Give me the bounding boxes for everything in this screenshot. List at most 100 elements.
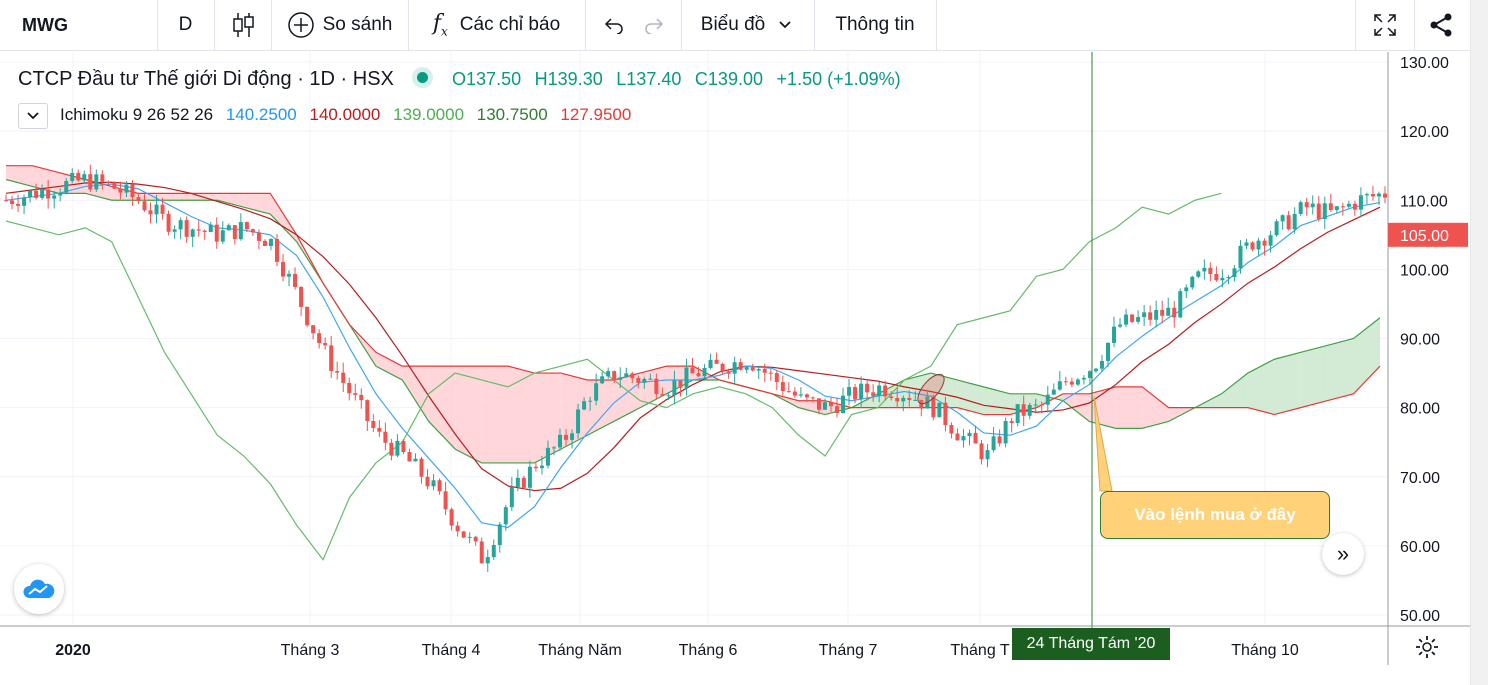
candle-body (1178, 291, 1183, 318)
toolbar-divider (408, 0, 409, 50)
price-tick-label: 60.00 (1400, 539, 1440, 556)
candle-body (1184, 287, 1189, 292)
grid-lines (0, 52, 1388, 625)
candle-body (28, 190, 33, 198)
candle-body (22, 197, 27, 206)
candle-body (58, 192, 63, 196)
chevron-down-icon (779, 21, 791, 29)
candle-body (365, 400, 370, 421)
candle-body (877, 385, 882, 396)
price-tick-label: 90.00 (1400, 332, 1440, 349)
candle-body (714, 359, 719, 364)
candle-body (64, 180, 69, 193)
candle-body (1334, 206, 1339, 211)
candle-body (70, 172, 75, 181)
candle-body (443, 491, 448, 510)
candle-body (166, 213, 171, 232)
scroll-to-latest-button[interactable]: » (1322, 533, 1364, 575)
fullscreen-icon (1374, 14, 1396, 36)
candle-body (841, 395, 846, 413)
candle-body (588, 400, 593, 402)
chart-type-label: Biểu đồ (700, 14, 766, 35)
candle-body (551, 447, 556, 449)
candle-body (377, 427, 382, 432)
candle-body (1304, 202, 1309, 208)
candle-body (774, 373, 779, 383)
candle-body (1208, 267, 1213, 275)
candle-body (1340, 206, 1345, 208)
ohlc-low: L137.40 (616, 69, 682, 89)
chart-type-button[interactable]: Biểu đồ (682, 0, 812, 50)
time-tick-label: 2020 (55, 642, 91, 659)
symbol-description: CTCP Đầu tư Thế giới Di động · 1D · HSX (18, 68, 394, 90)
candle-body (859, 383, 864, 400)
symbol-button[interactable]: MWG (22, 14, 68, 35)
price-tick-label: 110.00 (1400, 193, 1448, 210)
price-tick-label: 80.00 (1400, 401, 1440, 418)
twist-marker-ellipse (917, 373, 945, 405)
candle-body (419, 458, 424, 477)
time-tick-label: Tháng 7 (819, 642, 878, 659)
toolbar-divider (814, 0, 815, 50)
double-chevron-right-icon: » (1336, 541, 1350, 566)
fullscreen-button[interactable] (1362, 0, 1408, 50)
candle-body (533, 466, 538, 469)
candle-body (1376, 193, 1381, 197)
indicators-label: Các chỉ báo (459, 14, 561, 35)
price-tick-label: 100.00 (1400, 262, 1449, 279)
candle-body (214, 224, 219, 242)
interval-button[interactable]: D (178, 14, 193, 35)
candle-body (943, 402, 948, 426)
candle-body (624, 373, 629, 378)
page-scrollbar[interactable] (1470, 0, 1488, 685)
candle-body (835, 406, 840, 413)
chart-settings-button[interactable] (1412, 632, 1442, 662)
candle-body (106, 181, 111, 183)
compare-button[interactable]: So sánh (272, 0, 407, 50)
chart-style-button[interactable] (215, 0, 270, 50)
crosshair-date-label: 24 Tháng Tám '20 (1012, 628, 1170, 660)
candle-body (154, 204, 159, 215)
candle-body (756, 369, 761, 371)
candle-body (1310, 203, 1315, 208)
ohlc-high: H139.30 (534, 69, 603, 89)
candle-body (642, 379, 647, 383)
toolbar-divider (157, 0, 158, 50)
info-button[interactable]: Thông tin (835, 14, 915, 35)
candle-body (184, 220, 189, 237)
cloud-segment (1300, 345, 1328, 408)
tradingview-logo-button[interactable] (14, 564, 64, 614)
candle-body (1099, 360, 1104, 369)
candle-body (828, 402, 833, 407)
candle-body (100, 174, 105, 182)
cloud-segment (930, 373, 958, 408)
legend-collapse-button[interactable] (18, 103, 48, 129)
candle-body (564, 434, 569, 440)
indicators-button[interactable]: fx Các chỉ báo (409, 0, 584, 50)
share-button[interactable] (1418, 0, 1464, 50)
chevron-down-icon (27, 112, 39, 120)
candle-body (1075, 379, 1080, 385)
candle-body (816, 398, 821, 410)
price-tick-label: 120.00 (1400, 124, 1449, 141)
candle-body (889, 396, 894, 399)
candle-body (1124, 314, 1129, 325)
undo-button[interactable] (596, 0, 632, 50)
cloud-segment (138, 193, 165, 201)
candle-body (702, 368, 707, 377)
redo-button[interactable] (636, 0, 672, 50)
candle-body (618, 377, 623, 380)
last-price-label: 105.00 (1400, 228, 1449, 245)
candle-body (461, 531, 466, 538)
candle-body (1087, 371, 1092, 378)
cloud-segment (164, 193, 191, 201)
candle-body (431, 480, 436, 487)
candle-body (1220, 277, 1225, 281)
market-status-dot (417, 72, 429, 83)
ohlc-close: C139.00 (694, 69, 763, 89)
candle-body (1280, 215, 1285, 222)
candle-body (449, 509, 454, 526)
candle-body (798, 394, 803, 396)
candle-body (413, 458, 418, 462)
